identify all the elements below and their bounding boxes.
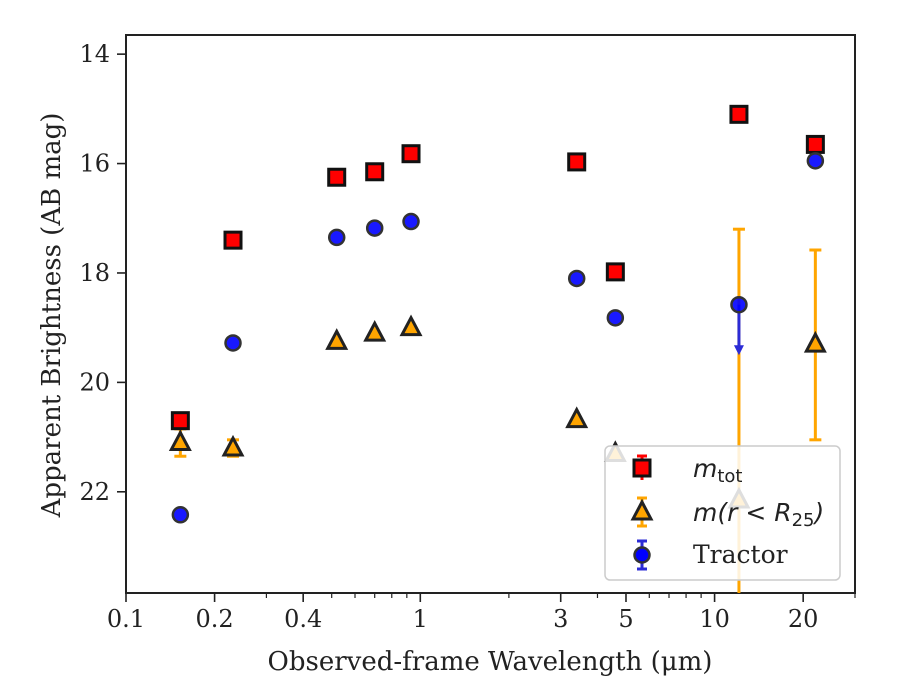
legend-marker-circle [633,546,651,564]
plot-frame [125,34,856,594]
legend-label-tractor: Tractor [693,540,788,569]
x-tick-label: 3 [553,605,568,633]
mr25-point [221,434,245,457]
y-tick-label: 18 [79,259,110,287]
tractor-point [606,309,625,327]
tractor-point [365,219,384,237]
mr25-point [363,319,387,342]
y-axis-label: Apparent Brightness (AB mag) [37,113,67,519]
tractor-point [224,334,242,352]
tractor-point [806,152,825,170]
mr25-point [565,406,589,429]
x-tick-label: 20 [788,605,819,633]
y-tick-label: 16 [79,150,110,178]
tractor-point [567,269,586,288]
x-tick-label: 10 [699,605,730,633]
tractor-point [327,228,346,247]
y-tick-label: 22 [79,478,110,506]
x-tick-label: 1 [413,605,428,633]
mtot-point [223,230,243,250]
y-tick-label: 20 [79,368,110,396]
y-tick-label: 14 [79,40,110,68]
mr25-point [325,328,349,350]
mtot-point [401,144,421,164]
legend-marker-square [632,458,652,478]
mtot-point [605,262,625,282]
x-axis-label: Observed-frame Wavelength (μm) [268,647,713,677]
x-tick-label: 0.1 [107,605,145,633]
x-tick-label: 0.4 [284,605,322,633]
tractor-point [171,506,190,524]
tractor-point [730,295,748,314]
mr25-point [399,314,423,337]
tractor-point [402,212,420,231]
legend-marker-triangle [630,498,654,521]
upper-limit-arrow [733,345,744,356]
data-group [168,104,827,593]
x-tick-label: 5 [618,605,633,633]
mtot-point [170,411,190,431]
mr25-point [803,330,827,353]
mtot-point [729,104,749,124]
mtot-point [327,167,347,187]
axes-group: 0.1 0.2 0.4 1 3 5 10 20 14 16 18 20 22 [79,34,856,633]
legend-label-mr25: m(r < R25) [693,498,824,531]
legend-box [604,445,841,581]
x-tick-label: 0.2 [196,605,234,633]
mtot-point [805,134,825,154]
mtot-point [365,162,385,182]
mtot-point [567,152,587,172]
mr25-point [168,429,192,452]
